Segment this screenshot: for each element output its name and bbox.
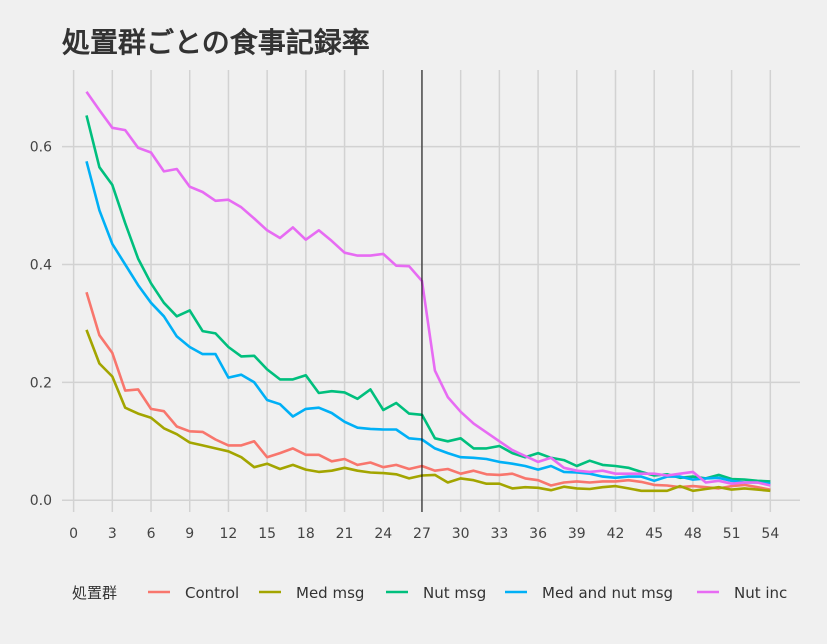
x-tick-label: 42 — [607, 526, 625, 542]
y-tick-label: 0.4 — [30, 257, 52, 273]
x-tick-label: 39 — [568, 526, 586, 542]
x-tick-label: 30 — [452, 526, 470, 542]
x-tick-label: 33 — [490, 526, 508, 542]
x-tick-label: 27 — [413, 526, 431, 542]
x-tick-label: 15 — [258, 526, 276, 542]
y-tick-label: 0.2 — [30, 375, 52, 391]
x-tick-label: 3 — [108, 526, 117, 542]
x-tick-label: 24 — [374, 526, 392, 542]
x-tick-label: 6 — [147, 526, 156, 542]
x-tick-label: 18 — [297, 526, 315, 542]
x-axis: 0 3 6 9 12 15 18 21 24 27 30 33 36 39 42 45 48 51 54 — [69, 526, 779, 542]
chart-title: 処置群ごとの食事記録率 — [62, 26, 370, 59]
x-tick-label: 51 — [723, 526, 741, 542]
x-tick-label: 21 — [336, 526, 354, 542]
legend-label: Nut inc — [734, 584, 787, 602]
x-tick-label: 12 — [220, 526, 238, 542]
x-tick-label: 36 — [529, 526, 547, 542]
grid — [62, 70, 800, 512]
x-tick-label: 0 — [69, 526, 78, 542]
y-tick-label: 0.6 — [30, 140, 52, 156]
x-tick-label: 9 — [185, 526, 194, 542]
y-axis: 0.0 0.2 0.4 0.6 — [30, 140, 52, 510]
series-line-control — [85, 291, 771, 491]
x-tick-label: 54 — [761, 526, 779, 542]
x-tick-label: 45 — [645, 526, 663, 542]
legend-title: 処置群 — [72, 584, 117, 602]
legend: 処置群 Control Med msg Nut msg Med and nut msg… — [72, 584, 787, 602]
x-tick-label: 48 — [684, 526, 702, 542]
legend-label: Med msg — [296, 584, 364, 602]
series-line-med-and-nut-msg — [85, 160, 771, 485]
series-lines — [85, 91, 771, 493]
y-tick-label: 0.0 — [30, 493, 52, 509]
legend-label: Control — [185, 584, 239, 602]
legend-label: Nut msg — [423, 584, 486, 602]
series-line-med-msg — [85, 329, 771, 493]
legend-label: Med and nut msg — [542, 584, 673, 602]
series-line-nut-inc — [85, 91, 771, 487]
